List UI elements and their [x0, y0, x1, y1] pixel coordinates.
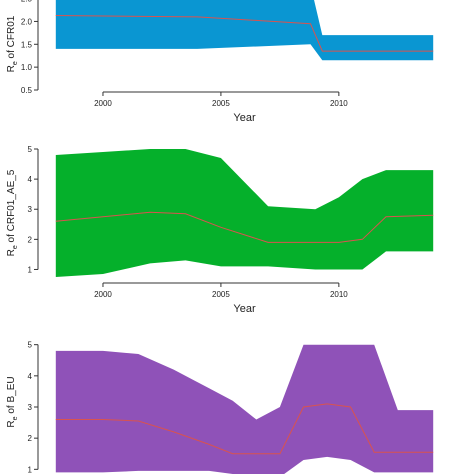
x-tick-label: 2005 — [212, 99, 230, 108]
y-tick-label: 2 — [28, 434, 33, 443]
y-tick-label: 1 — [28, 465, 33, 474]
y-label-subscript: e — [12, 416, 19, 420]
y-tick-label: 2 — [28, 235, 33, 244]
panel-crf01-ae-5: 1 2 3 4 5 2000 2005 2010 Year Re of CRF01_AE_5 — [6, 145, 434, 315]
x-tick-label: 2010 — [330, 290, 348, 299]
y-tick-label: 2.0 — [21, 17, 33, 26]
x-tick-label: 2005 — [212, 290, 230, 299]
y-tick-label: 4 — [28, 372, 33, 381]
median-line — [55, 211, 434, 243]
y-label-name: of CFR01 — [6, 15, 17, 61]
y-tick-label: 1 — [28, 265, 33, 274]
y-axis-label: Re of CFR01 — [6, 15, 19, 72]
y-tick-label: 5 — [28, 145, 33, 154]
x-axis-label: Year — [233, 303, 256, 315]
median-line — [55, 15, 434, 52]
credible-band — [55, 0, 434, 61]
y-tick-label: 2.5 — [21, 0, 33, 4]
y-tick-label: 3 — [28, 205, 33, 214]
x-tick-label: 2000 — [94, 99, 112, 108]
y-axis-label: Re of CRF01_AE_5 — [6, 169, 19, 256]
y-tick-label: 1.5 — [21, 40, 33, 49]
x-tick-label: 2010 — [330, 99, 348, 108]
y-label-symbol: R — [6, 65, 17, 72]
y-tick-label: 0.5 — [21, 86, 33, 95]
y-tick-label: 4 — [28, 175, 33, 184]
y-tick-label: 1.0 — [21, 63, 33, 72]
median-line — [55, 403, 434, 455]
y-axis-label: Re of B_EU — [6, 376, 19, 427]
x-axis-label: Year — [233, 112, 256, 124]
y-tick-label: 3 — [28, 403, 33, 412]
y-label-name: of CRF01_AE_5 — [6, 169, 17, 245]
x-tick-label: 2000 — [94, 290, 112, 299]
y-label-symbol: R — [6, 249, 17, 256]
y-label-subscript: e — [12, 245, 19, 249]
panel-b-eu: 1 2 3 4 5 Re of B_EU — [6, 341, 434, 474]
credible-band — [55, 344, 434, 474]
y-label-subscript: e — [12, 61, 19, 65]
y-label-symbol: R — [6, 420, 17, 427]
panel-cfr01: 0.5 1.0 1.5 2.0 2.5 2000 2005 2010 Year Re of CFR… — [6, 0, 434, 124]
y-label-name: of B_EU — [6, 376, 17, 416]
y-tick-label: 5 — [28, 341, 33, 350]
credible-band — [55, 149, 434, 277]
